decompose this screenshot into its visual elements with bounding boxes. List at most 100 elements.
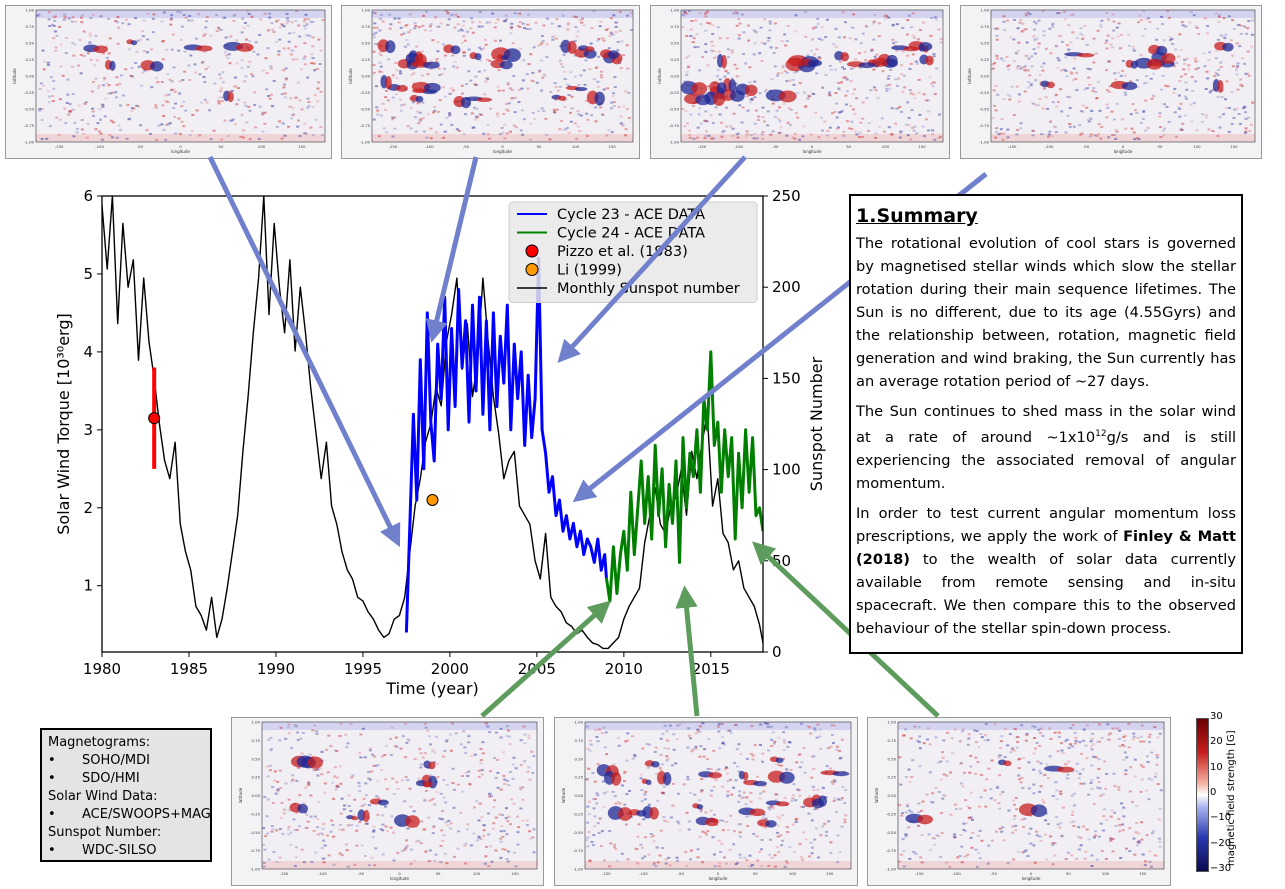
map-noise-pixel — [976, 834, 980, 837]
map-noise-pixel — [399, 26, 403, 29]
map-noise-pixel — [840, 825, 844, 828]
map-noise-pixel — [775, 46, 779, 49]
map-x-tick-label: 0 — [717, 871, 720, 876]
map-noise-pixel — [1160, 15, 1164, 18]
map-noise-pixel — [593, 780, 597, 783]
map-noise-pixel — [336, 785, 340, 788]
map-noise-pixel — [945, 861, 949, 864]
map-noise-pixel — [446, 23, 450, 26]
map-noise-pixel — [1016, 736, 1020, 739]
map-noise-pixel — [400, 33, 404, 36]
map-noise-pixel — [1060, 110, 1064, 113]
map-noise-pixel — [844, 76, 848, 79]
map-noise-pixel — [1111, 837, 1115, 840]
map-noise-pixel — [339, 782, 343, 785]
map-noise-pixel — [1099, 23, 1103, 26]
map-noise-pixel — [1106, 723, 1110, 726]
map-noise-pixel — [1136, 841, 1140, 844]
map-noise-pixel — [960, 761, 964, 764]
map-noise-pixel — [311, 57, 315, 60]
map-noise-pixel — [1068, 95, 1072, 98]
map-noise-pixel — [764, 817, 768, 820]
map-noise-pixel — [586, 845, 590, 848]
map-noise-pixel — [656, 799, 660, 802]
map-noise-pixel — [130, 75, 134, 78]
map-noise-pixel — [77, 104, 81, 107]
map-noise-pixel — [528, 138, 532, 141]
map-noise-pixel — [991, 67, 995, 70]
map-noise-pixel — [464, 862, 468, 865]
map-noise-pixel — [1019, 18, 1023, 21]
map-polar-band — [372, 10, 633, 18]
map-noise-pixel — [899, 131, 903, 134]
map-noise-pixel — [1018, 93, 1022, 96]
map-noise-pixel — [917, 78, 921, 81]
map-noise-pixel — [1073, 731, 1077, 734]
map-noise-pixel — [476, 116, 480, 119]
active-region — [351, 816, 359, 821]
map-noise-pixel — [867, 122, 871, 125]
map-noise-pixel — [483, 69, 487, 72]
active-region — [1056, 766, 1075, 773]
map-noise-pixel — [318, 63, 322, 66]
active-region — [636, 810, 647, 817]
map-x-tick-label: 100 — [789, 871, 797, 876]
map-noise-pixel — [58, 118, 62, 121]
map-noise-pixel — [594, 729, 598, 732]
map-noise-pixel — [503, 778, 507, 781]
map-x-axis-label: longitude — [493, 149, 512, 154]
map-noise-pixel — [953, 728, 957, 731]
map-noise-pixel — [608, 34, 612, 37]
map-noise-pixel — [1015, 133, 1019, 136]
map-noise-pixel — [323, 844, 327, 847]
map-noise-pixel — [730, 793, 734, 796]
map-noise-pixel — [532, 851, 536, 854]
map-x-tick-label: 150 — [918, 144, 926, 149]
map-noise-pixel — [573, 40, 577, 43]
map-noise-pixel — [1229, 39, 1233, 42]
map-noise-pixel — [842, 67, 846, 70]
map-noise-pixel — [1066, 114, 1070, 117]
map-noise-pixel — [807, 812, 811, 815]
map-noise-pixel — [701, 722, 705, 725]
map-noise-pixel — [1121, 69, 1125, 72]
map-noise-pixel — [1082, 728, 1086, 731]
map-noise-pixel — [1114, 824, 1118, 827]
map-noise-pixel — [829, 68, 833, 71]
map-noise-pixel — [389, 753, 393, 756]
map-noise-pixel — [779, 834, 783, 837]
map-noise-pixel — [98, 118, 102, 121]
map-noise-pixel — [828, 93, 832, 96]
active-region — [404, 815, 420, 828]
map-noise-pixel — [715, 75, 719, 78]
map-noise-pixel — [377, 797, 381, 800]
map-noise-pixel — [1113, 134, 1117, 137]
map-noise-pixel — [312, 20, 316, 23]
map-noise-pixel — [256, 53, 260, 56]
map-noise-pixel — [845, 78, 849, 81]
map-noise-pixel — [1159, 136, 1163, 139]
map-noise-pixel — [59, 65, 63, 68]
map-noise-pixel — [462, 729, 466, 732]
map-noise-pixel — [1004, 727, 1008, 730]
map-noise-pixel — [904, 835, 908, 838]
map-noise-pixel — [751, 97, 755, 100]
map-noise-pixel — [287, 40, 291, 43]
map-noise-pixel — [1227, 130, 1231, 133]
map-noise-pixel — [521, 79, 525, 82]
map-noise-pixel — [768, 20, 772, 23]
map-y-tick-label: -1.00 — [360, 140, 370, 145]
map-noise-pixel — [850, 120, 854, 123]
map-noise-pixel — [391, 74, 395, 77]
map-background — [36, 10, 325, 142]
map-noise-pixel — [704, 811, 708, 814]
map-noise-pixel — [1079, 32, 1083, 35]
map-noise-pixel — [838, 60, 842, 63]
map-noise-pixel — [1046, 135, 1050, 138]
map-noise-pixel — [1120, 802, 1124, 805]
map-x-tick-label: 50 — [1066, 871, 1071, 876]
map-noise-pixel — [749, 814, 753, 817]
map-noise-pixel — [567, 85, 571, 88]
map-noise-pixel — [1178, 107, 1182, 110]
map-noise-pixel — [278, 828, 282, 831]
